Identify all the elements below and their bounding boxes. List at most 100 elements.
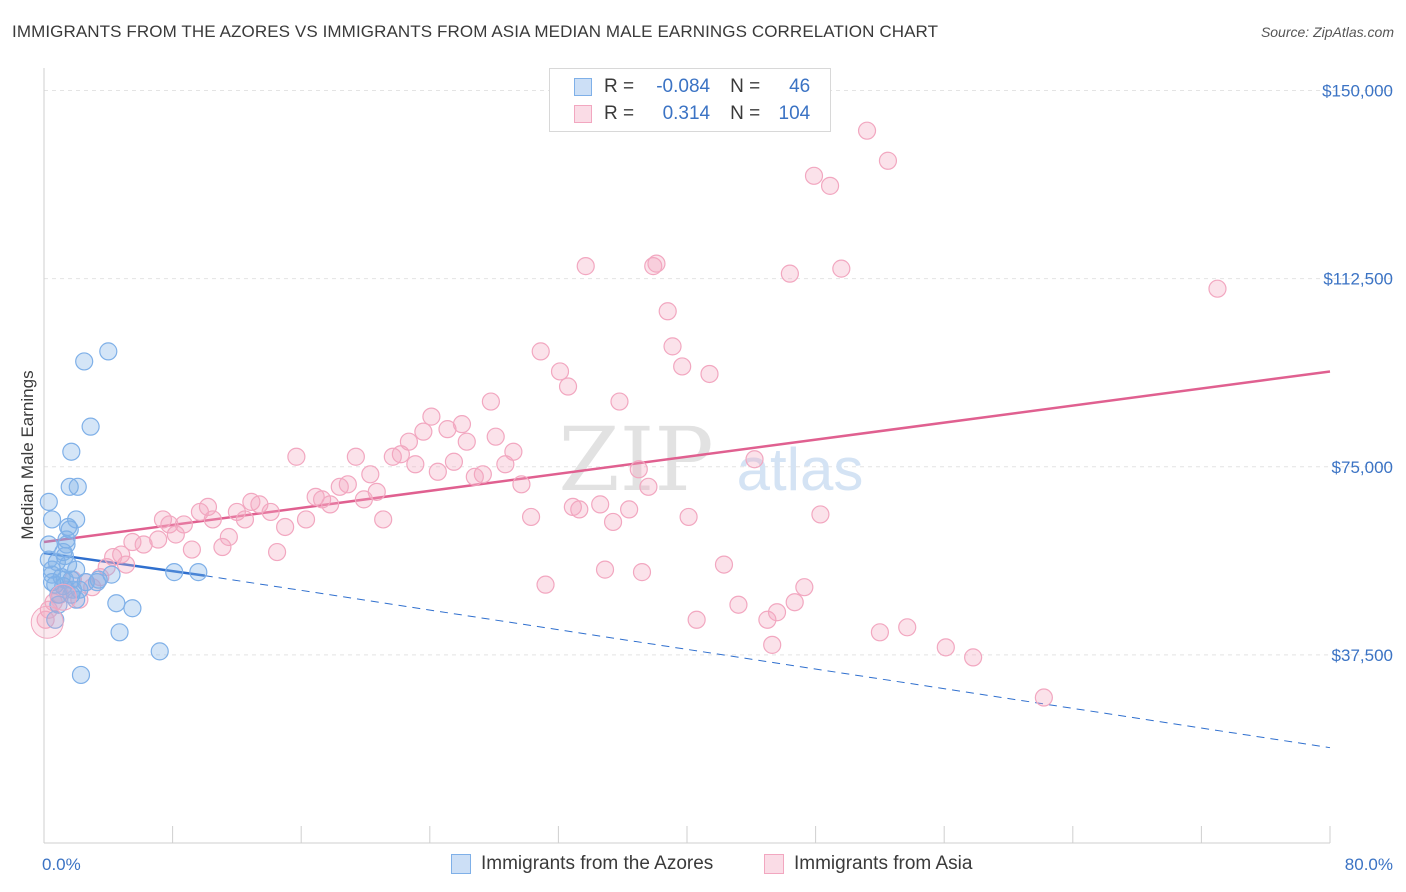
point-azores [189, 563, 208, 582]
point-azores [107, 594, 126, 613]
chart-title: IMMIGRANTS FROM THE AZORES VS IMMIGRANTS… [12, 22, 939, 41]
point-asia [658, 302, 677, 321]
point-azores [39, 492, 58, 511]
point-asia [203, 510, 222, 529]
legend-n-label: N = [730, 76, 761, 97]
point-asia [444, 452, 464, 471]
y-tick-label: $112,500 [1323, 270, 1393, 289]
point-asia [558, 377, 578, 396]
point-asia [338, 475, 357, 494]
point-asia [361, 465, 380, 484]
point-azores [60, 520, 79, 539]
point-azores [102, 565, 121, 584]
bottom-legend-swatch-azores [451, 854, 471, 874]
point-asia [481, 392, 500, 411]
watermark: ZIP atlas [558, 408, 863, 511]
point-asia [870, 623, 890, 642]
legend-row-azores: R = -0.084 N = 46 [574, 74, 810, 100]
point-asia [570, 500, 589, 519]
point-asia [219, 527, 238, 547]
legend-r-label: R = [604, 103, 635, 124]
point-azores [68, 477, 87, 496]
point-asia [1034, 688, 1053, 707]
y-tick-label: $150,000 [1322, 82, 1393, 101]
point-asia [321, 495, 340, 514]
point-azores [39, 535, 58, 554]
point-asia [399, 432, 419, 451]
point-azores [99, 342, 118, 361]
point-asia [820, 176, 840, 195]
point-azores [110, 623, 129, 642]
point-asia [367, 482, 386, 501]
point-azores [42, 510, 62, 529]
point-azores [67, 510, 86, 529]
watermark-atlas: atlas [737, 436, 864, 503]
trendline-azores-dashed [204, 575, 1331, 749]
point-asia [700, 364, 719, 384]
point-asia [112, 545, 131, 564]
point-asia [804, 166, 824, 185]
bottom-legend-asia: Immigrants from Asia [764, 852, 972, 876]
point-asia [276, 517, 295, 537]
point-asia [486, 427, 505, 446]
point-asia [878, 151, 898, 170]
legend-swatch-azores [574, 78, 592, 96]
point-asia [213, 537, 232, 557]
point-azores [81, 417, 100, 436]
point-asia [504, 442, 523, 461]
point-asia [785, 593, 804, 612]
bottom-legend-label-asia: Immigrants from Asia [794, 853, 973, 874]
legend-n-value-azores: 46 [789, 76, 811, 97]
point-asia [898, 618, 917, 637]
point-asia [531, 342, 550, 361]
point-asia [811, 505, 830, 524]
legend-n-label: N = [730, 103, 761, 124]
point-asia [149, 530, 168, 549]
point-asia [36, 610, 55, 629]
tick-labels: $37,500 $75,000 $112,500 $150,000 0.0% 80.0% [42, 82, 1393, 874]
point-azores [52, 568, 71, 587]
point-asia [49, 583, 77, 611]
point-asia [857, 121, 877, 140]
point-asia [406, 455, 425, 474]
point-asia [452, 415, 472, 434]
bottom-legend-label-azores: Immigrants from the Azores [481, 853, 714, 874]
point-asia [632, 563, 652, 582]
point-asia [714, 555, 734, 574]
point-asia [679, 507, 698, 527]
point-asia [576, 257, 595, 276]
points [30, 121, 1227, 707]
correlation-legend: R = -0.084 N = 46 R = 0.314 N = 104 [549, 68, 831, 132]
point-asia [644, 257, 663, 276]
point-asia [795, 578, 814, 597]
point-azores [46, 610, 65, 629]
point-azores [70, 580, 89, 599]
point-asia [414, 422, 433, 441]
bottom-legend-swatch-asia [764, 854, 784, 874]
point-asia [758, 610, 777, 629]
point-asia [936, 638, 955, 657]
source-label: Source: ZipAtlas.com [1260, 24, 1394, 40]
point-asia [182, 540, 201, 559]
watermark-zip: ZIP [558, 408, 713, 511]
point-asia [428, 462, 447, 481]
point-azores [75, 352, 94, 371]
axes [43, 68, 1331, 844]
point-asia [116, 555, 136, 574]
point-asia [729, 595, 748, 614]
legend-swatch-asia [574, 105, 592, 123]
point-asia [473, 465, 492, 484]
point-asia [134, 535, 153, 554]
point-asia [1208, 279, 1227, 298]
point-asia [763, 635, 782, 654]
point-asia [123, 532, 142, 552]
point-asia [767, 603, 787, 622]
point-asia [832, 259, 851, 278]
point-azores [76, 573, 95, 592]
point-asia [235, 510, 255, 529]
point-azores [55, 570, 74, 589]
point-asia [30, 605, 64, 639]
point-azores [49, 585, 68, 604]
legend-r-value-azores: -0.084 [656, 76, 711, 97]
